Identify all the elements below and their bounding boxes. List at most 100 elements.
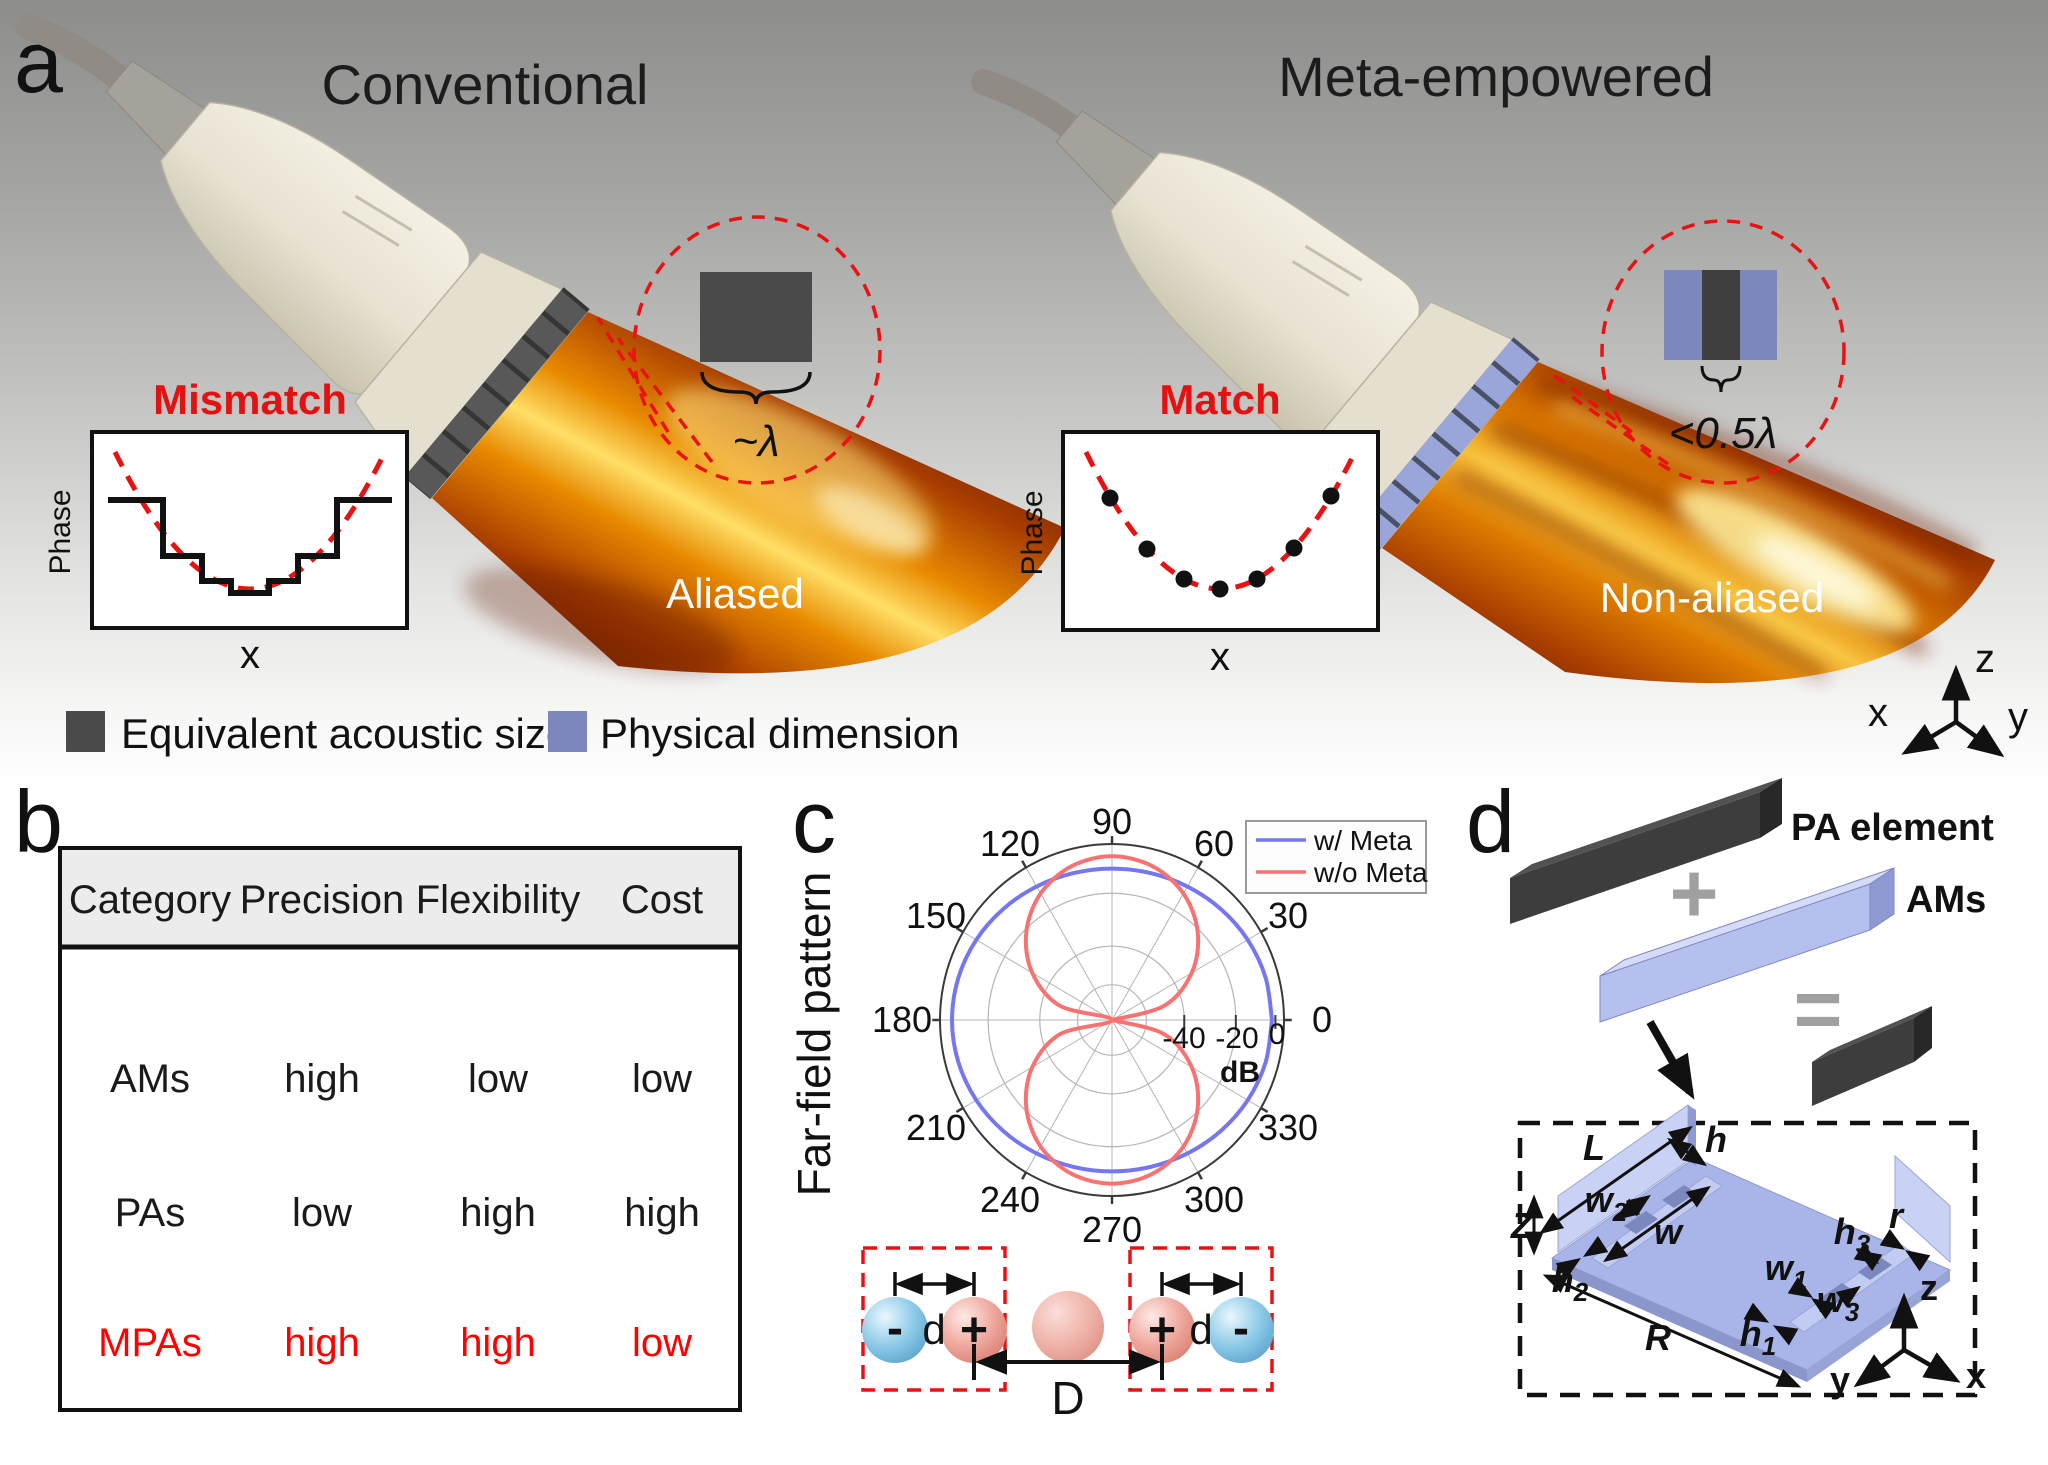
underbrace [700,371,812,405]
legend-label-acoustic: Equivalent acoustic size [121,710,569,757]
dim-L: L [1583,1127,1605,1168]
dimension-arrows [1524,1125,1931,1388]
dim-h3: h3 [1834,1211,1871,1259]
title-conventional: Conventional [322,53,649,116]
cell-flexibility: high [460,1191,536,1235]
dim-w1: w1 [1765,1247,1807,1295]
svg-text:300: 300 [1184,1179,1244,1220]
cell-precision: high [284,1057,360,1101]
beam-conventional: Aliased [432,312,1065,674]
metamaterial-structure-box: L h w2 w Z h2 R h1 w1 w3 h3 r z y x [1510,1104,1986,1400]
svg-text:-40: -40 [1162,1022,1205,1055]
cell-flexibility: low [468,1057,528,1101]
minus-sign: - [1233,1302,1249,1355]
polar-unit-label: dB [1220,1056,1260,1089]
match-ylabel: Phase [1016,490,1049,575]
underbrace-small [1700,365,1742,393]
dim-r: r [1889,1195,1905,1236]
cell-cost: low [632,1321,692,1365]
array-elements-conventional [404,287,590,500]
panel-label-c: c [792,772,836,871]
D-spacing-label: D [1051,1372,1084,1424]
d-spacing-label: d [922,1306,945,1353]
triad-z-label: z [1920,1267,1938,1308]
triad-y-label: y [1830,1359,1850,1400]
dim-w: w [1654,1211,1684,1252]
cell-category: MPAs [98,1321,202,1365]
svg-text:90: 90 [1092,801,1132,842]
legend-without-meta: w/o Meta [1313,857,1428,888]
triad-y-label: y [2008,695,2028,739]
series-with-meta [949,866,1274,1174]
dim-R: R [1645,1317,1671,1358]
title-meta-empowered: Meta-empowered [1278,45,1714,108]
col-header-category: Category [69,878,231,922]
panel-label-b: b [14,772,63,871]
cell-precision: high [284,1321,360,1365]
plus-operator: + [1669,846,1718,940]
svg-text:60: 60 [1194,823,1234,864]
panel-a-legend: Equivalent acoustic size Physical dimens… [66,710,960,757]
col-header-flexibility: Flexibility [416,878,580,922]
acoustic-core-block [1702,270,1740,360]
dim-w3: w3 [1817,1279,1860,1327]
svg-text:210: 210 [906,1107,966,1148]
svg-text:0: 0 [1312,999,1332,1040]
cell-category: PAs [115,1191,185,1235]
sphere-negative [1208,1297,1274,1363]
d-spacing-label: d [1189,1306,1212,1353]
beam-label-non-aliased: Non-aliased [1600,574,1824,621]
zoom-arrow [1646,1020,1695,1100]
dim-w2: w2 [1585,1179,1628,1227]
beam-meta: Non-aliased [1382,362,1995,684]
sphere-negative [862,1297,928,1363]
panel-label-d: d [1466,772,1515,871]
col-header-cost: Cost [621,878,703,922]
match-xlabel: x [1210,635,1230,679]
table-row: AMs high low low [110,1057,692,1101]
triad-z-label: z [1975,637,1995,681]
polar-angle-labels: 0 30 60 90 120 150 180 210 240 270 300 3… [872,801,1332,1250]
acoustic-size-block [700,272,812,362]
svg-text:150: 150 [906,895,966,936]
cell-cost: high [624,1191,700,1235]
equals-operator: = [1793,962,1842,1056]
legend-with-meta: w/ Meta [1313,825,1412,856]
table-row-highlighted: MPAs high high low [98,1321,692,1365]
mismatch-xlabel: x [240,633,260,677]
sampled-phase-dots [1101,487,1340,598]
ideal-phase-curve [112,450,388,592]
legend-label-physical: Physical dimension [600,710,960,757]
dim-h2: h2 [1552,1259,1589,1307]
dim-Z: Z [1510,1205,1535,1246]
dim-h: h [1705,1119,1727,1160]
phase-inset-mismatch: Mismatch Phase x [44,376,409,677]
svg-text:30: 30 [1268,895,1308,936]
legend-chip-physical [548,711,587,752]
comparison-table: Category Precision Flexibility Cost AMs … [58,846,742,1412]
minus-sign: - [887,1302,903,1355]
svg-text:-20: -20 [1215,1022,1258,1055]
inset-conventional-element: ~λ [596,215,882,485]
mismatch-ylabel: Phase [44,489,77,574]
ams-label: AMs [1906,879,1986,921]
legend-chip-acoustic [66,711,105,752]
svg-text:120: 120 [980,823,1040,864]
svg-text:270: 270 [1082,1209,1142,1250]
inset-lambda-label: ~λ [732,417,779,466]
svg-text:180: 180 [872,999,932,1040]
sphere-monopole [1032,1291,1104,1363]
cell-category: AMs [110,1057,190,1101]
polar-legend: w/ Meta w/o Meta [1245,820,1428,894]
cell-flexibility: high [460,1321,536,1365]
phase-inset-match: Match Phase x [1016,376,1380,679]
beam-label-aliased: Aliased [666,570,804,617]
mismatch-title: Mismatch [153,376,347,423]
table-row: PAs low high high [115,1191,700,1235]
polar-radial-labels: -40 -20 0 dB [1162,1018,1285,1089]
svg-text:240: 240 [980,1179,1040,1220]
match-title: Match [1159,376,1280,423]
pa-element-bar [1510,778,1782,924]
